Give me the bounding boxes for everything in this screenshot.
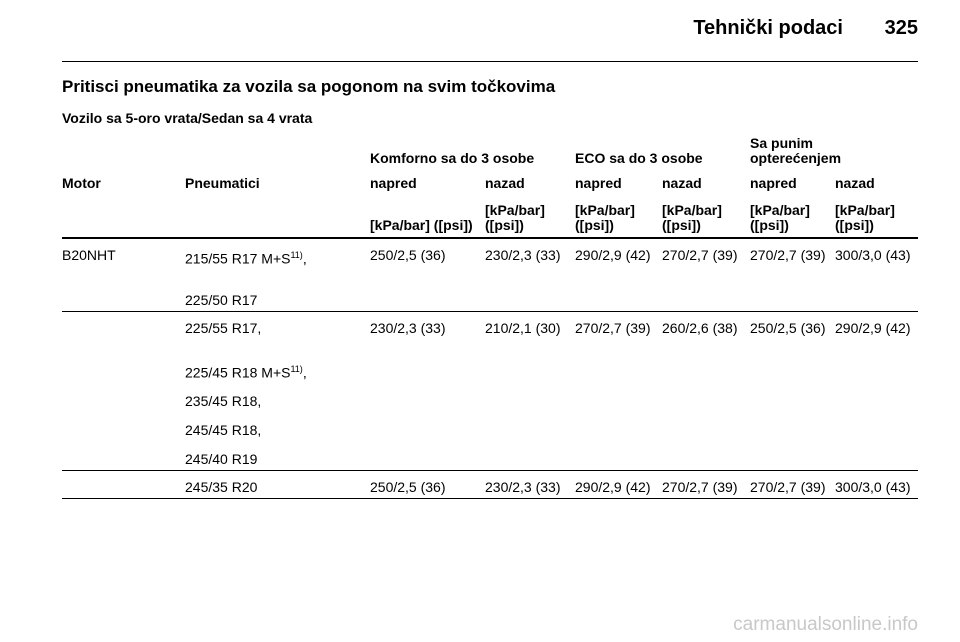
pressure: 230/2,3 (33) <box>485 247 561 263</box>
table-row: 245/35 R20 250/2,5 (36) 230/2,3 (33) 290/2,… <box>62 471 918 500</box>
tire: 245/35 R20 <box>185 480 364 495</box>
tires: 245/35 R20 <box>185 480 370 495</box>
section-title: Pritisci pneumatika za vozila sa pogonom… <box>62 77 556 96</box>
pressure: 250/2,5 (36) <box>370 479 446 496</box>
column-header: napred <box>750 175 797 191</box>
footnote: 11) <box>290 363 303 374</box>
pressure: 230/2,3 (33) <box>485 479 561 496</box>
column-header: napred <box>575 175 622 191</box>
footnote: 11) <box>290 250 303 260</box>
unit: [kPa/bar] ([psi]) <box>485 202 545 233</box>
pressure: 270/2,7 (39) <box>662 247 738 263</box>
tire-size: 225/45 R18 M+S <box>185 364 291 381</box>
tires: 225/55 R17, 225/45 R18 M+S11), 235/45 R18,… <box>185 319 370 468</box>
tire: 225/45 R18 M+S11), <box>185 362 364 381</box>
pressure: 300/3,0 (43) <box>835 247 911 263</box>
pressure: 210/2,1 (30) <box>485 319 561 336</box>
unit: [kPa/bar] ([psi]) <box>662 202 722 233</box>
subtitle: Vozilo sa 5-oro vrata/Sedan sa 4 vrata <box>62 110 313 126</box>
pressure: 260/2,6 (38) <box>662 319 738 336</box>
tire: 225/50 R17 <box>185 291 364 308</box>
column-header: Motor <box>62 175 101 191</box>
pressure: 270/2,7 (39) <box>662 479 738 496</box>
column-header-row: Motor Pneumatici napred nazad napred nazad nap… <box>62 176 918 191</box>
tire-size: 245/40 R19 <box>185 451 258 468</box>
column-header: napred <box>370 175 417 191</box>
motor: B20NHT <box>62 247 116 263</box>
tire: 235/45 R18, <box>185 394 364 409</box>
table-row: B20NHT 215/55 R17 M+S11), 225/50 R17 250/2,… <box>62 239 918 312</box>
unit: [kPa/bar] ([psi]) <box>575 202 635 233</box>
tire: 245/40 R19 <box>185 452 364 467</box>
punctuation: , <box>302 250 307 267</box>
pressure: 270/2,7 (39) <box>750 479 826 496</box>
pressure: 230/2,3 (33) <box>370 319 446 336</box>
tire-size: 215/55 R17 M+S <box>185 250 291 267</box>
pressure: 290/2,9 (42) <box>575 247 651 263</box>
column-header: nazad <box>835 175 875 191</box>
tire-size: 225/55 R17, <box>185 319 262 336</box>
unit-row: [kPa/bar] ([psi]) [kPa/bar] ([psi]) [kPa/b… <box>62 203 918 239</box>
header-title: Tehnički podaci <box>693 17 843 39</box>
pressure: 270/2,7 (39) <box>575 319 651 336</box>
unit: [kPa/bar] ([psi]) <box>750 202 810 233</box>
column-header: nazad <box>662 175 702 191</box>
tire: 225/55 R17, <box>185 319 364 336</box>
column-header: nazad <box>485 175 525 191</box>
header-rule <box>62 61 918 62</box>
pressure: 290/2,9 (42) <box>835 319 911 336</box>
group-header-row: Komforno sa do 3 osobe ECO sa do 3 osobe S… <box>62 136 918 166</box>
tire: 245/45 R18, <box>185 423 364 438</box>
pressure: 300/3,0 (43) <box>835 479 911 496</box>
tire-size: 245/45 R18, <box>185 422 262 439</box>
table-row: 225/55 R17, 225/45 R18 M+S11), 235/45 R18,… <box>62 312 918 472</box>
group-header: ECO sa do 3 osobe <box>575 150 703 166</box>
punctuation: , <box>302 364 307 381</box>
unit: [kPa/bar] ([psi]) <box>370 217 473 233</box>
tires: 215/55 R17 M+S11), 225/50 R17 <box>185 248 370 308</box>
pressure: 250/2,5 (36) <box>370 247 446 263</box>
cell <box>62 321 185 468</box>
column-header: Pneumatici <box>185 175 260 191</box>
table: Komforno sa do 3 osobe ECO sa do 3 osobe S… <box>62 136 918 500</box>
unit: [kPa/bar] ([psi]) <box>835 202 895 233</box>
tire-size: 235/45 R18, <box>185 393 262 410</box>
pressure: 270/2,7 (39) <box>750 247 826 263</box>
watermark: carmanualsonline.info <box>733 614 918 635</box>
tire: 215/55 R17 M+S11), <box>185 248 364 267</box>
pressure: 250/2,5 (36) <box>750 319 826 336</box>
tire-size: 225/50 R17 <box>185 291 258 308</box>
pressure: 290/2,9 (42) <box>575 479 651 496</box>
group-header: Komforno sa do 3 osobe <box>370 150 535 166</box>
cell <box>62 480 185 495</box>
tire-size: 245/35 R20 <box>185 479 258 496</box>
group-header: Sa punim opterećenjem <box>750 135 842 166</box>
page-number: 325 <box>884 17 918 39</box>
